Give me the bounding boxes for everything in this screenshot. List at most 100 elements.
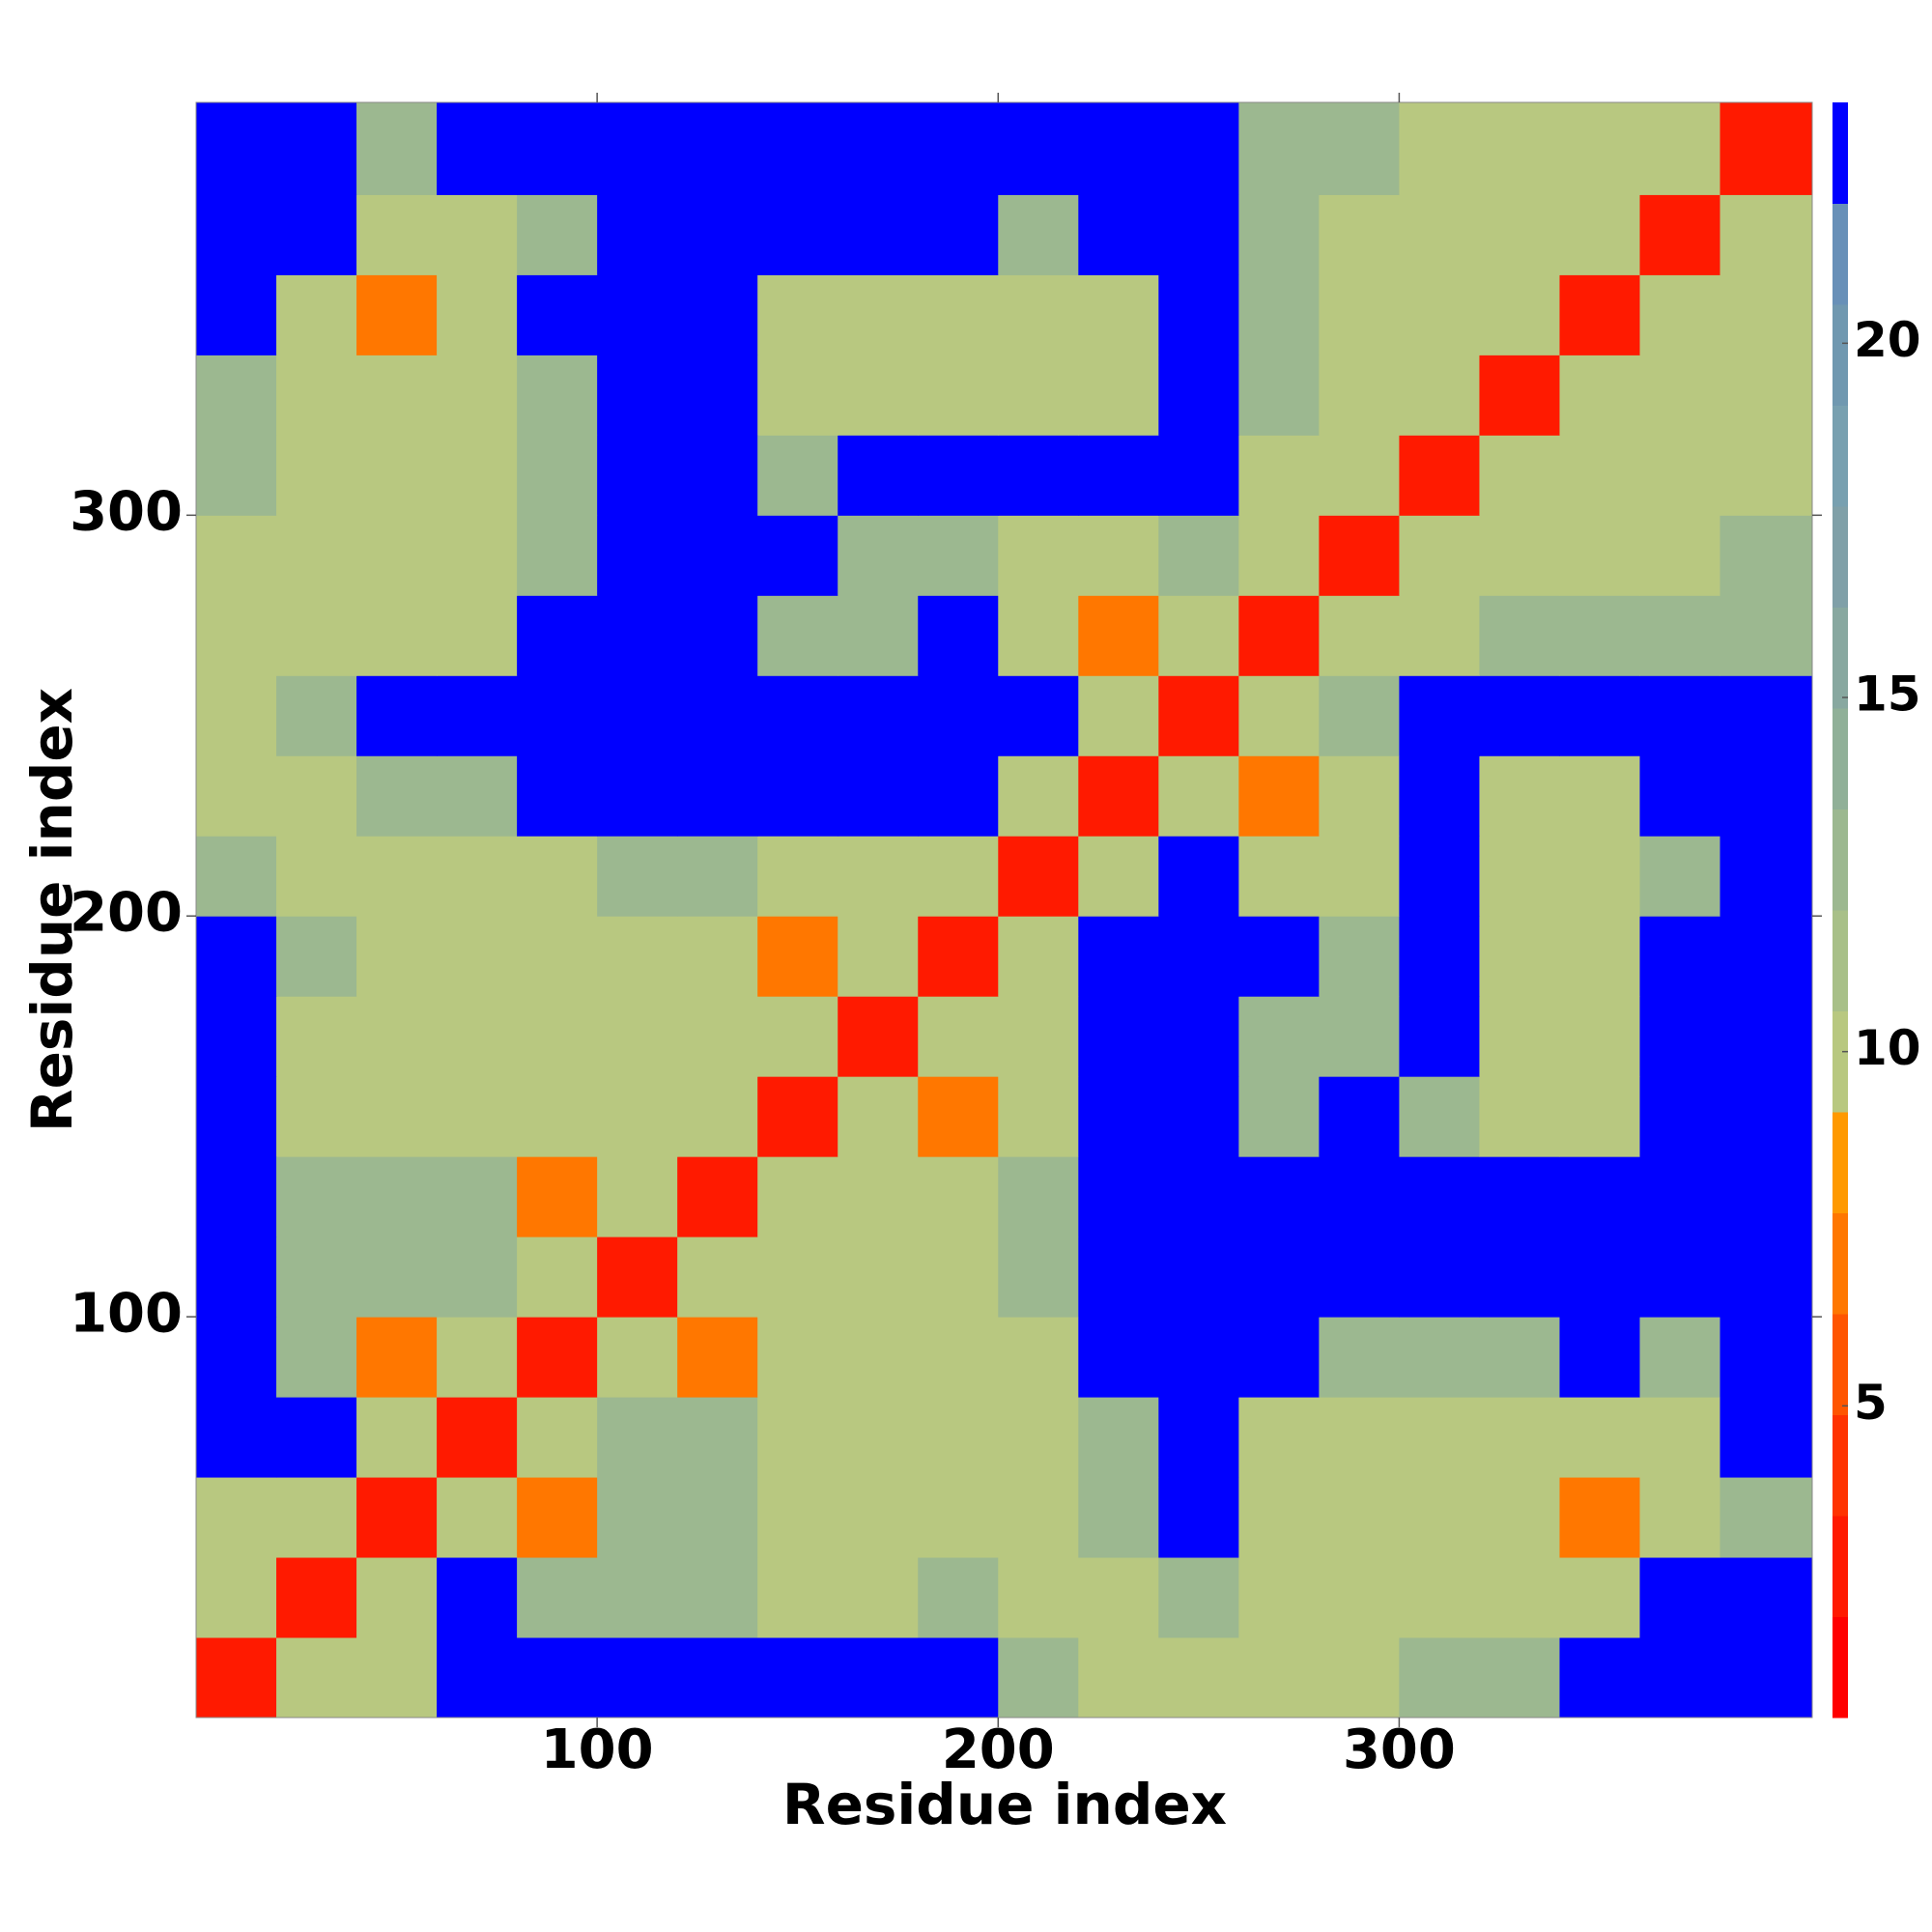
heat-cell xyxy=(918,355,999,436)
heat-cell xyxy=(517,1156,598,1237)
heat-cell xyxy=(1158,274,1239,355)
heat-cell xyxy=(918,274,999,355)
heat-cell xyxy=(1559,836,1640,917)
heat-cell xyxy=(356,836,438,917)
heat-cell xyxy=(276,1557,357,1638)
heat-cell xyxy=(1559,1076,1640,1157)
heat-cell xyxy=(757,274,838,355)
heat-cell xyxy=(517,1477,598,1558)
heat-cell xyxy=(1158,916,1239,997)
heat-cell xyxy=(1399,1076,1480,1157)
heat-cell xyxy=(1559,755,1640,837)
colorbar-tick-label: 20 xyxy=(1854,312,1921,368)
heat-cell xyxy=(918,1317,999,1398)
heat-cell xyxy=(437,916,518,997)
heat-cell xyxy=(1559,1156,1640,1237)
heat-cell xyxy=(1639,194,1721,275)
heat-cell xyxy=(1158,1317,1239,1398)
heat-cell xyxy=(918,755,999,837)
heat-cell xyxy=(1479,355,1560,436)
heat-cell xyxy=(757,515,838,596)
heat-cell xyxy=(1639,1397,1721,1478)
heat-cell xyxy=(196,1637,277,1719)
heat-cell xyxy=(437,355,518,436)
heat-cell xyxy=(838,1557,919,1638)
heat-cell xyxy=(276,102,357,195)
heat-cell xyxy=(196,102,277,195)
heat-cell xyxy=(1399,435,1480,516)
heat-cell xyxy=(1399,274,1480,355)
heat-cell xyxy=(356,595,438,676)
heat-cell xyxy=(838,355,919,436)
heat-cell xyxy=(1078,836,1159,917)
heat-cell xyxy=(1399,102,1480,195)
heat-cell xyxy=(437,1637,518,1719)
heat-cell xyxy=(757,194,838,275)
heat-cell xyxy=(517,1076,598,1157)
heat-cell xyxy=(1158,755,1239,837)
colorbar-band xyxy=(1833,1616,1848,1719)
colorbar-band xyxy=(1833,1314,1848,1415)
heat-cell xyxy=(918,102,999,195)
heat-cell xyxy=(1479,194,1560,275)
heat-cell xyxy=(1719,1317,1813,1398)
heat-cell xyxy=(1399,675,1480,756)
heat-cell xyxy=(1158,1477,1239,1558)
heat-cell xyxy=(597,102,678,195)
heat-cell xyxy=(918,515,999,596)
heat-cell xyxy=(1319,916,1400,997)
heat-cell xyxy=(1319,1637,1400,1719)
heat-cell xyxy=(1719,435,1813,516)
colorbar-band xyxy=(1833,102,1848,204)
heat-cell xyxy=(276,1236,357,1318)
heat-cell xyxy=(1639,916,1721,997)
heat-cell xyxy=(677,1637,758,1719)
heat-cell xyxy=(998,435,1079,516)
heat-cell xyxy=(1238,194,1320,275)
heat-cell xyxy=(757,755,838,837)
heat-cell xyxy=(597,1317,678,1398)
heat-cell xyxy=(998,675,1079,756)
heat-cell xyxy=(356,1557,438,1638)
heat-cell xyxy=(356,1637,438,1719)
heat-cell xyxy=(1319,1557,1400,1638)
heat-cell xyxy=(597,515,678,596)
heat-cell xyxy=(1238,755,1320,837)
heat-cell xyxy=(1238,916,1320,997)
heat-cell xyxy=(1399,916,1480,997)
heat-cell xyxy=(757,916,838,997)
heat-cell xyxy=(757,1397,838,1478)
heat-cell xyxy=(1238,274,1320,355)
heat-cell xyxy=(1639,1477,1721,1558)
heat-cell xyxy=(918,916,999,997)
heat-cell xyxy=(196,515,277,596)
heat-cell xyxy=(437,836,518,917)
heat-cell xyxy=(677,595,758,676)
heat-cell xyxy=(1479,1156,1560,1237)
colorbar-band xyxy=(1833,1010,1848,1113)
heat-cell xyxy=(838,836,919,917)
heat-cell xyxy=(1078,916,1159,997)
heat-cell xyxy=(437,755,518,837)
heat-cell xyxy=(1719,515,1813,596)
heat-cell xyxy=(1238,102,1320,195)
heat-cell xyxy=(437,435,518,516)
heat-cell xyxy=(1479,675,1560,756)
heat-cell xyxy=(1158,1397,1239,1478)
heat-cell xyxy=(838,274,919,355)
heat-cell xyxy=(677,102,758,195)
heat-cell xyxy=(1559,194,1640,275)
heat-cell xyxy=(918,1076,999,1157)
heat-cell xyxy=(1399,515,1480,596)
heat-cell xyxy=(1559,515,1640,596)
heat-cell xyxy=(437,595,518,676)
heat-cell xyxy=(276,515,357,596)
heat-cell xyxy=(437,1236,518,1318)
heat-cell xyxy=(838,102,919,195)
heat-cell xyxy=(1319,595,1400,676)
heat-cell xyxy=(677,916,758,997)
heat-cell xyxy=(1078,435,1159,516)
heat-cell xyxy=(838,194,919,275)
heat-cell xyxy=(356,1156,438,1237)
